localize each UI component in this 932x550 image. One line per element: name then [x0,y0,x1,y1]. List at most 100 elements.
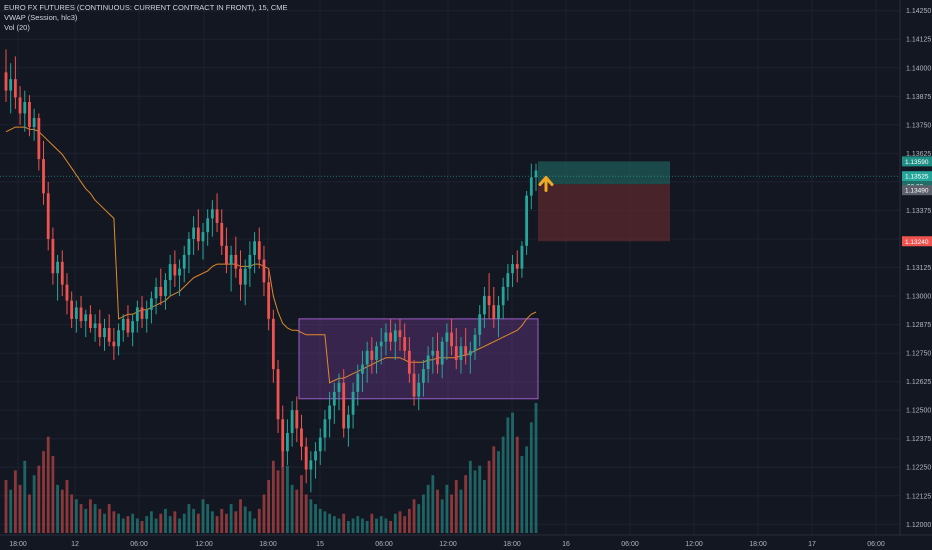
candle-body [178,268,181,276]
candle-body [384,332,388,342]
x-tick-label: 18:00 [503,541,521,548]
candle-body [487,296,491,306]
candle-body [436,350,439,365]
candle-body [431,350,435,356]
volume-bar [337,518,341,533]
candle-body [286,432,289,452]
y-tick-label: 1.12125 [906,493,931,500]
volume-bar [426,484,430,533]
volume-bar [107,504,111,533]
volume-bar [206,504,210,533]
volume-bar [51,455,55,533]
candle-body [28,102,31,128]
candle-body [187,238,191,255]
volume-bar [515,436,519,533]
volume-bar [436,489,439,533]
volume-bar [389,520,393,533]
candle-body [520,245,524,269]
volume-bar [511,412,514,533]
volume-bar [70,494,74,533]
candle-body [70,300,74,319]
candle-body [417,382,421,397]
volume-bar [346,520,350,533]
price-tag-target-bg [902,156,932,167]
candle-body [534,170,538,178]
legend-volume[interactable]: Vol (20) [4,23,30,32]
candle-body [346,414,350,429]
volume-bar [365,520,369,533]
volume-bar [178,518,181,533]
volume-bar [450,494,453,533]
volume-bar [431,475,435,533]
x-tick-label: 12:00 [439,541,457,548]
volume-bar [257,508,261,533]
volume-bar [487,460,491,533]
volume-bar [187,504,191,533]
volume-bar [60,489,64,533]
volume-bar [164,508,167,533]
candle-body [515,264,519,269]
volume-bar [379,516,383,533]
candle-body [398,330,402,338]
legend-symbol-title[interactable]: EURO FX FUTURES (CONTINUOUS: CURRENT CON… [4,3,288,12]
candle-body [529,177,533,196]
candle-body [121,318,125,331]
volume-bar [37,465,41,533]
volume-bar [32,475,36,533]
volume-bar [9,489,13,533]
candle-body [422,369,425,383]
candle-body [239,268,242,285]
candle-body [300,428,303,447]
candle-body [407,350,411,374]
candle-body [328,405,332,420]
up-arrow-icon [538,175,554,192]
candle-body [103,327,106,338]
legend-vwap[interactable]: VWAP (Session, hlc3) [4,13,78,22]
volume-bar [403,516,407,533]
price-tag-entry: 1.13490 [905,188,929,195]
volume-bar [239,499,242,533]
volume-bar [126,516,130,533]
candle-body [154,286,158,299]
y-tick-label: 1.13125 [906,265,931,272]
candle-body [492,305,496,319]
candlesticks [4,49,538,493]
candle-body [9,79,13,91]
volume-bar [149,511,153,533]
volume-bar [342,513,346,533]
candle-body [356,373,360,392]
candle-body [112,341,116,347]
volume-bar [309,499,313,533]
candle-body [220,222,224,246]
x-tick-label: 06:00 [867,541,885,548]
candle-body [403,337,407,351]
volume-bar [140,520,144,533]
volume-bar [501,436,505,533]
candle-body [309,460,313,470]
x-tick-label: 17 [808,541,816,548]
time-axis[interactable]: 18:00 12 06:00 12:00 18:00 15 06:00 12:00 18:00 1… [9,541,885,548]
volume-bar [295,489,299,533]
volume-bar [440,499,444,533]
candle-body [159,286,163,297]
volume-bar [89,499,92,533]
volume-bar [173,511,177,533]
volume-bar [262,494,266,533]
volume-bars [4,403,538,533]
candle-body [201,232,205,242]
candle-body [464,346,468,356]
x-tick-label: 16 [562,541,570,548]
candle-body [56,261,59,274]
candle-body [145,309,149,319]
candle-body [323,419,327,438]
volume-bar [253,518,256,533]
candle-body [131,321,135,333]
volume-bar [454,480,458,533]
volume-bar [248,511,252,533]
vwap-line [5,126,537,384]
volume-bar [300,475,303,533]
volume-bar [328,513,332,533]
volume-bar [445,484,449,533]
